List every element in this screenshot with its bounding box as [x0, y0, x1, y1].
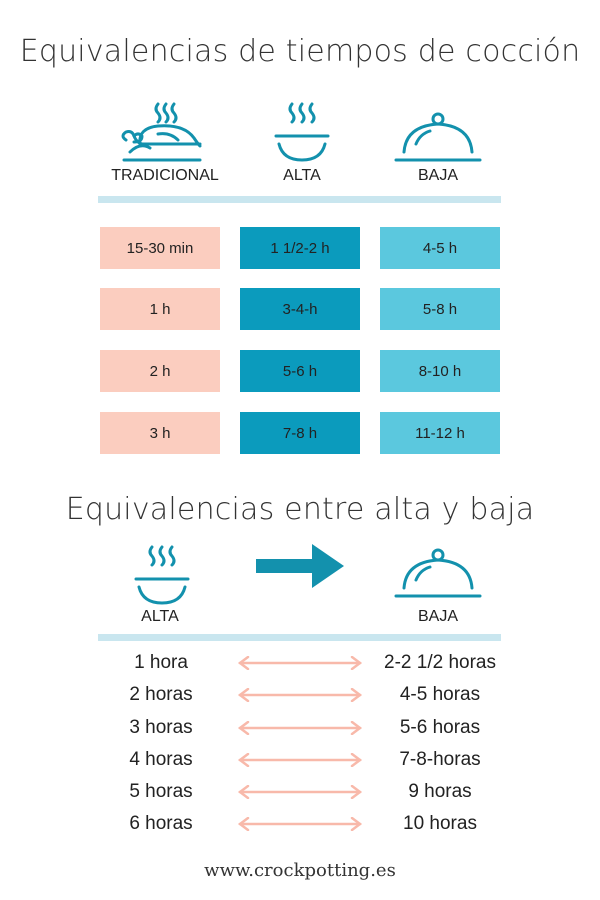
page-title: Equivalencias de tiempos de cocción	[19, 34, 581, 69]
alta-value: 3 horas	[129, 717, 193, 738]
cell-baja: 8-10 h	[380, 350, 500, 392]
cloche-icon	[394, 548, 482, 600]
section-title: Equivalencias entre alta y baja	[65, 492, 535, 527]
double-arrow-icon	[236, 655, 364, 675]
baja-value: 7-8-horas	[399, 749, 481, 770]
cell-tradicional: 15-30 min	[100, 227, 220, 269]
website-link[interactable]: www.crockpotting.es	[204, 860, 396, 881]
cell-tradicional: 3 h	[100, 412, 220, 454]
label-baja: BAJA	[417, 608, 458, 625]
cloche-icon	[394, 112, 482, 164]
baja-value: 9 horas	[408, 781, 472, 802]
baja-value: 5-6 horas	[399, 717, 481, 738]
alta-value: 2 horas	[129, 684, 193, 705]
cell-alta: 3-4-h	[240, 288, 360, 330]
alta-value: 6 horas	[129, 813, 193, 834]
divider	[98, 196, 501, 203]
column-label-tradicional: TRADICIONAL	[111, 167, 219, 184]
cell-baja: 11-12 h	[380, 412, 500, 454]
cell-baja: 4-5 h	[380, 227, 500, 269]
steaming-bowl-icon	[132, 543, 192, 607]
arrow-right-icon	[256, 542, 346, 590]
cell-alta: 5-6 h	[240, 350, 360, 392]
baja-value: 4-5 horas	[399, 684, 481, 705]
double-arrow-icon	[236, 752, 364, 772]
column-label-alta: ALTA	[283, 167, 321, 184]
divider	[98, 634, 501, 641]
label-alta: ALTA	[141, 608, 179, 625]
baja-value: 10 horas	[403, 813, 477, 834]
column-label-baja: BAJA	[417, 167, 458, 184]
double-arrow-icon	[236, 687, 364, 707]
cell-baja: 5-8 h	[380, 288, 500, 330]
cell-tradicional: 1 h	[100, 288, 220, 330]
roast-chicken-icon	[118, 100, 204, 164]
double-arrow-icon	[236, 720, 364, 740]
baja-value: 2-2 1/2 horas	[384, 652, 496, 673]
cell-alta: 1 1/2-2 h	[240, 227, 360, 269]
alta-value: 4 horas	[129, 749, 193, 770]
cell-tradicional: 2 h	[100, 350, 220, 392]
steaming-bowl-icon	[272, 100, 332, 164]
alta-value: 1 hora	[134, 652, 188, 673]
alta-value: 5 horas	[129, 781, 193, 802]
double-arrow-icon	[236, 816, 364, 836]
double-arrow-icon	[236, 784, 364, 804]
cell-alta: 7-8 h	[240, 412, 360, 454]
